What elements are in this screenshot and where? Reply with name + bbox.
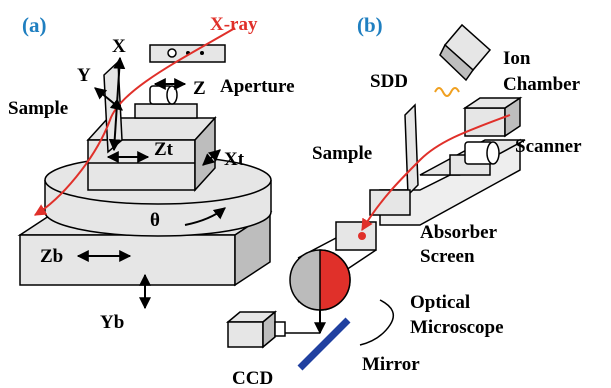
absorber-label: Absorber	[420, 222, 498, 243]
ion-chamber-label: Chamber	[503, 74, 581, 95]
microscope-label: Microscope	[410, 317, 504, 338]
panel-label: (a)	[22, 13, 47, 37]
stage-label: Zb	[40, 246, 63, 267]
screen-label: Screen	[420, 246, 475, 267]
sample-label: Sample	[312, 143, 372, 164]
mirror-label: Mirror	[362, 354, 420, 375]
stage-label: Yb	[100, 312, 124, 333]
ccd-label: CCD	[232, 368, 273, 388]
ion-chamber-label: Ion	[503, 48, 531, 69]
panel-a: (a) X-ray X Y Z Aperture Sample Zt Xt θ …	[8, 13, 295, 333]
diagram: (a) X-ray X Y Z Aperture Sample Zt Xt θ …	[0, 0, 611, 388]
aperture-label: Aperture	[220, 76, 295, 97]
axis-label: X	[112, 36, 126, 57]
stage-label: Xt	[224, 149, 245, 170]
scanner-label: Scanner	[515, 136, 582, 157]
panel-b: (b) SDD Ion Chamber Sample Scanner Absor…	[228, 13, 582, 388]
sample-label: Sample	[8, 98, 68, 119]
page: (a) X-ray X Y Z Aperture Sample Zt Xt θ …	[0, 0, 611, 388]
panel-label: (b)	[357, 13, 383, 37]
axis-label: Z	[193, 78, 206, 99]
stage-label: θ	[150, 210, 160, 231]
sdd-label: SDD	[370, 71, 408, 92]
xray-label: X-ray	[210, 14, 258, 35]
axis-label: Y	[77, 65, 91, 86]
stage-label: Zt	[154, 139, 174, 160]
microscope-label: Optical	[410, 292, 470, 313]
